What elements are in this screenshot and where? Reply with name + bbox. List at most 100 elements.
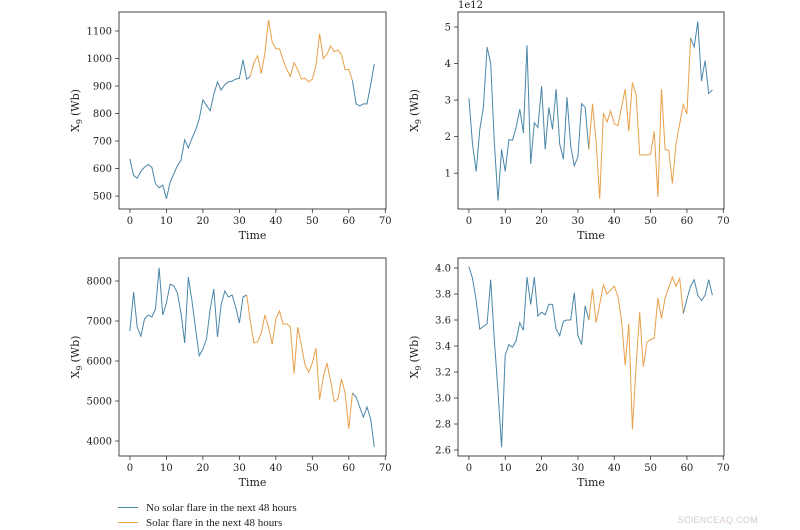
x-tick-label: 30: [572, 216, 585, 227]
y-tick-label: 1: [445, 169, 451, 180]
y-axis-label-subscript: 9: [75, 366, 84, 371]
y-tick-label: 4000: [87, 437, 112, 448]
y-tick-label: 3: [445, 96, 451, 107]
line-flare: [249, 19, 353, 83]
y-tick-label: 800: [93, 109, 112, 120]
y-axis-label-symbol: X: [69, 124, 82, 132]
x-tick-label: 10: [160, 463, 173, 474]
legend: No solar flare in the next 48 hours Sola…: [118, 500, 297, 530]
y-axis-label: X9 (Wb): [69, 89, 84, 132]
legend-swatch-no-flare: [118, 507, 138, 508]
x-tick-label: 30: [572, 463, 585, 474]
plot-frame: [457, 11, 725, 210]
y-tick-label: 1000: [87, 54, 112, 65]
line-no-flare-before: [468, 45, 590, 201]
x-tick-label: 10: [499, 216, 512, 227]
x-tick-label: 50: [644, 216, 657, 227]
x-tick-label: 0: [127, 463, 133, 474]
y-axis-label: X9 (Wb): [408, 89, 423, 132]
x-tick-label: 20: [535, 216, 548, 227]
y-tick-label: 3.6: [435, 316, 451, 327]
y-tick-label: 700: [93, 137, 112, 148]
x-tick-label: 30: [233, 463, 246, 474]
plot-frame: [118, 257, 387, 457]
y-tick-label: 4: [445, 59, 451, 70]
x-tick-label: 20: [197, 463, 210, 474]
subplot-4: 0 10 20 30 40 50 60 70 2.6 2.8 3.0 3.2 3.4 3.6 3.8 4.0 T…: [408, 257, 730, 489]
y-axis-label-symbol: X: [408, 124, 421, 132]
y-axis-label: X9 (Wb): [408, 336, 423, 379]
x-tick-label: 20: [535, 463, 548, 474]
y-axis-label-unit: (Wb): [69, 336, 82, 363]
x-tick-label: 40: [269, 463, 282, 474]
x-tick-label: 20: [197, 216, 210, 227]
y-tick-label: 3.8: [435, 290, 451, 301]
y-axis-label-subscript: 9: [414, 119, 423, 124]
x-tick-label: 60: [342, 216, 355, 227]
x-tick-label: 40: [608, 463, 621, 474]
x-tick-label: 60: [342, 463, 355, 474]
y-tick-label: 5000: [87, 397, 112, 408]
y-offset-text: 1e12: [458, 0, 483, 11]
x-tick-label: 50: [644, 463, 657, 474]
line-no-flare-after: [690, 21, 713, 95]
legend-swatch-flare: [118, 522, 138, 523]
x-axis-label: Time: [577, 476, 605, 489]
legend-item-flare: Solar flare in the next 48 hours: [118, 515, 297, 530]
line-no-flare-before: [468, 266, 590, 448]
y-axis-label-unit: (Wb): [69, 89, 82, 116]
line-flare: [588, 37, 692, 199]
subplot-grid: 0 10 20 30 40 50 60 7050060070080090010001100Ti…: [69, 0, 730, 489]
y-axis-label: X9 (Wb): [69, 336, 84, 379]
subplot-2: 0 10 20 30 40 50 60 70 1 2 3 4 5 Time X9 (Wb) 1e12: [408, 0, 730, 242]
y-tick-label: 4.0: [435, 264, 451, 275]
line-no-flare-before: [129, 59, 251, 199]
y-tick-label: 8000: [87, 277, 112, 288]
x-tick-label: 30: [233, 216, 246, 227]
x-tick-label: 10: [160, 216, 173, 227]
x-tick-label: 60: [681, 463, 694, 474]
legend-label-flare: Solar flare in the next 48 hours: [146, 516, 283, 529]
y-tick-label: 6000: [87, 357, 112, 368]
x-axis-label: Time: [239, 229, 267, 242]
y-tick-label: 2.8: [435, 420, 451, 431]
x-tick-label: 40: [269, 216, 282, 227]
line-no-flare-after: [682, 278, 713, 314]
line-no-flare-after: [351, 63, 375, 107]
y-tick-label: 1100: [87, 26, 112, 37]
y-tick-label: 5: [445, 22, 451, 33]
line-flare: [246, 294, 353, 430]
x-tick-label: 10: [499, 463, 512, 474]
x-tick-label: 0: [466, 216, 472, 227]
plot-frame: [457, 257, 725, 457]
y-tick-label: 900: [93, 82, 112, 93]
y-tick-label: 2: [445, 132, 451, 143]
x-tick-label: 60: [681, 216, 694, 227]
y-axis-label-symbol: X: [69, 370, 82, 378]
legend-item-no-flare: No solar flare in the next 48 hours: [118, 500, 297, 515]
y-axis-label-unit: (Wb): [408, 336, 421, 363]
y-tick-label: 500: [93, 192, 112, 203]
x-tick-label: 70: [379, 463, 392, 474]
y-tick-label: 3.2: [435, 368, 451, 379]
x-tick-label: 70: [717, 216, 730, 227]
line-no-flare-before: [129, 267, 247, 358]
x-tick-label: 40: [608, 216, 621, 227]
y-axis-label-subscript: 9: [414, 366, 423, 371]
y-axis-label-unit: (Wb): [408, 89, 421, 116]
y-axis-label-subscript: 9: [75, 119, 84, 124]
x-tick-label: 0: [466, 463, 472, 474]
y-tick-label: 7000: [87, 317, 112, 328]
line-no-flare-after: [352, 392, 375, 448]
x-tick-label: 0: [127, 216, 133, 227]
legend-label-no-flare: No solar flare in the next 48 hours: [146, 501, 297, 514]
subplot-3: 0 10 20 30 40 50 60 70 4000 5000 6000 7000 8000 Time X…: [69, 257, 392, 489]
x-tick-label: 70: [717, 463, 730, 474]
y-tick-label: 3.4: [435, 342, 451, 353]
x-tick-label: 70: [379, 216, 392, 227]
y-axis-label-symbol: X: [408, 370, 421, 378]
x-axis-label: Time: [239, 476, 267, 489]
subplot-1: 0 10 20 30 40 50 60 70 500 600 700 800 900 1000 1100 Ti…: [69, 11, 392, 242]
x-tick-label: 50: [306, 463, 319, 474]
